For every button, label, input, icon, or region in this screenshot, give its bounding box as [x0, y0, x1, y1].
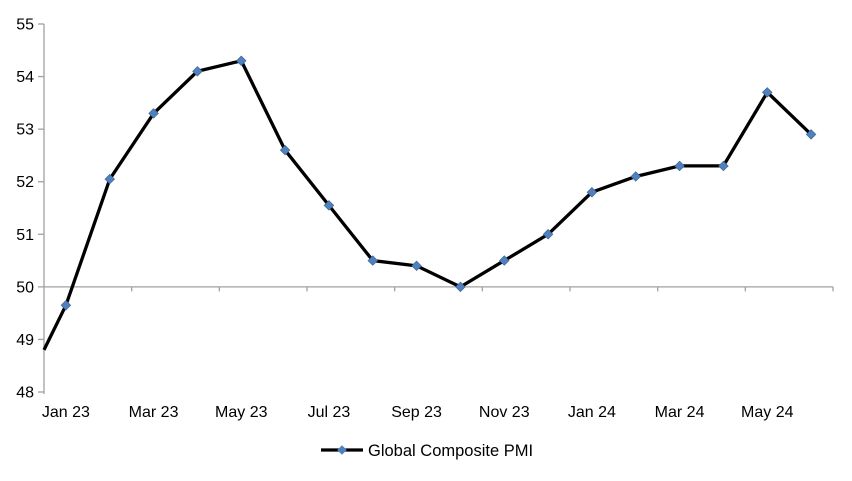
- data-point-marker: [411, 260, 422, 272]
- y-axis-tick-label: 48: [16, 385, 34, 402]
- data-point-marker: [104, 173, 115, 185]
- data-point-marker: [236, 55, 247, 67]
- data-point-marker: [60, 300, 72, 311]
- data-point-marker: [542, 229, 554, 240]
- x-axis-tick-label: May 23: [215, 404, 268, 421]
- x-axis-tick-label: Mar 24: [655, 404, 705, 421]
- x-axis-tick-label: May 24: [741, 404, 794, 421]
- data-point-marker: [718, 160, 729, 172]
- y-axis-tick-label: 53: [16, 122, 34, 139]
- legend: Global Composite PMI: [321, 442, 533, 460]
- x-axis-tick-label: Jan 23: [42, 404, 90, 421]
- y-axis-tick-label: 50: [16, 279, 34, 296]
- x-axis-tick-label: Jan 24: [568, 404, 616, 421]
- data-point-marker: [148, 108, 159, 119]
- series-line: [42, 58, 813, 351]
- data-point-marker: [499, 255, 510, 266]
- y-axis-tick-label: 54: [16, 69, 34, 86]
- x-axis-tick-label: Nov 23: [479, 404, 530, 421]
- y-axis-tick-label: 55: [16, 17, 34, 34]
- x-axis-tick-label: Sep 23: [391, 404, 442, 421]
- data-point-marker: [323, 200, 335, 211]
- y-axis-tick-label: 49: [16, 332, 34, 349]
- data-point-marker: [455, 281, 466, 293]
- data-point-marker: [367, 255, 378, 266]
- data-point-marker: [192, 66, 203, 77]
- data-point-marker: [805, 129, 817, 140]
- y-axis-tick-label: 52: [16, 174, 34, 191]
- legend-diamond-icon: [337, 445, 347, 455]
- data-point-marker: [674, 160, 685, 172]
- x-axis-tick-label: Mar 23: [129, 404, 179, 421]
- data-point-marker: [586, 187, 598, 198]
- data-point-marker: [630, 171, 641, 182]
- legend-label: Global Composite PMI: [368, 442, 533, 460]
- y-axis-tick-label: 51: [16, 227, 34, 244]
- x-axis-tick-label: Jul 23: [308, 404, 351, 421]
- data-point-marker: [762, 87, 773, 98]
- data-point-marker: [279, 144, 291, 156]
